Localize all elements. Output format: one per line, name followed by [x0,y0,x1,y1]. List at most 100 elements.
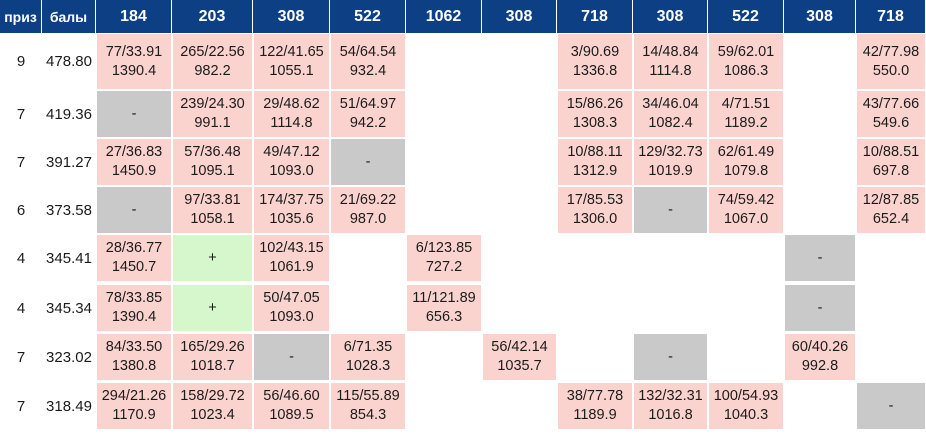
empty-mark-cell[interactable]: - [96,186,172,234]
score-points-value: 854.3 [349,407,387,423]
empty-mark-cell[interactable]: - [784,234,856,282]
score-rank-value: 15/86.26 [566,96,624,112]
row-prize: 7 [16,397,26,415]
score-rank-value: 6/123.85 [415,240,473,256]
score-cell[interactable]: 3/90.69 1336.8 [557,33,633,90]
score-points-value: 1055.1 [269,62,314,79]
score-cell[interactable]: 294/21.26 1170.9 [96,382,172,430]
score-rank-value: 59/62.01 [717,43,775,60]
score-points-value: 1023.4 [190,407,235,423]
score-rank-value: 49/47.12 [263,144,320,160]
score-cell[interactable]: 174/37.75 1035.6 [253,186,330,234]
score-points-value: 1308.3 [572,115,618,131]
score-cell[interactable]: 239/24.30 991.1 [172,90,253,138]
row-points: 345.41 [46,249,92,267]
score-cell[interactable]: 10/88.11 1312.9 [557,138,633,186]
row-points: 478.80 [46,53,92,70]
score-cell[interactable]: 6/71.35 1028.3 [330,333,406,381]
plus-cell[interactable]: + [172,234,253,282]
score-cell[interactable]: 6/123.85 727.2 [406,234,482,282]
score-rank-value: 29/48.62 [263,96,320,112]
score-cell[interactable]: 14/48.84 1114.8 [633,33,708,90]
score-points-value: 1093.0 [269,163,314,179]
header-column-3[interactable]: 308 [253,0,330,33]
empty-mark-cell[interactable]: - [330,138,406,186]
score-cell[interactable]: 11/121.89 656.3 [406,284,482,332]
score-cell[interactable]: 97/33.81 1058.1 [172,186,253,234]
header-column-2[interactable]: 203 [172,0,253,33]
score-cell[interactable]: 49/47.12 1093.0 [253,138,330,186]
header-column-1[interactable]: 184 [96,0,172,33]
empty-mark-cell[interactable]: - [253,333,330,381]
score-cell[interactable]: 10/88.51 697.8 [856,138,926,186]
score-cell[interactable]: 38/77.78 1189.9 [557,382,633,430]
empty-mark-cell[interactable]: - [633,333,708,381]
score-cell[interactable]: 100/54.93 1040.3 [708,382,784,430]
header-prize: приз [0,0,42,33]
score-cell[interactable]: 57/36.48 1095.1 [172,138,253,186]
score-cell[interactable]: 102/43.15 1061.9 [253,234,330,282]
score-points-value: 1312.9 [572,163,618,179]
score-cell[interactable]: 158/29.72 1023.4 [172,382,253,430]
score-cell[interactable]: 74/59.42 1067.0 [708,186,784,234]
score-cell[interactable]: 27/36.83 1450.9 [96,138,172,186]
header-column-6[interactable]: 308 [482,0,557,33]
empty-mark-cell[interactable]: - [784,284,856,332]
score-cell[interactable]: 84/33.50 1380.8 [96,333,172,381]
score-cell[interactable]: 56/42.14 1035.7 [482,333,557,381]
score-cell[interactable]: 129/32.73 1019.9 [633,138,708,186]
cell-mark: - [289,348,294,365]
score-cell[interactable]: 77/33.91 1390.4 [96,33,172,90]
score-cell[interactable]: 56/46.60 1089.5 [253,382,330,430]
score-cell[interactable]: 29/48.62 1114.8 [253,90,330,138]
score-cell[interactable]: 43/77.66 549.6 [856,90,926,138]
score-cell[interactable]: 51/64.97 942.2 [330,90,406,138]
score-points-value: 982.2 [194,62,231,79]
header-column-11[interactable]: 718 [856,0,926,33]
empty-mark-cell[interactable]: - [96,90,172,138]
score-rank-value: 74/59.42 [717,192,775,208]
score-cell[interactable]: 165/29.26 1018.7 [172,333,253,381]
score-rank-value: 34/46.04 [642,96,699,112]
score-cell[interactable]: 21/69.22 987.0 [330,186,406,234]
score-cell[interactable]: 59/62.01 1086.3 [708,33,784,90]
score-points-value: 656.3 [425,309,463,325]
score-rank-value: 27/36.83 [105,144,163,160]
row-prize: 4 [16,249,26,267]
score-points-value: 697.8 [872,163,910,179]
score-cell[interactable]: 265/22.56 982.2 [172,33,253,90]
score-points-value: 1018.7 [190,358,235,374]
header-column-10[interactable]: 308 [784,0,856,33]
score-cell[interactable]: 132/32.31 1016.8 [633,382,708,430]
score-cell[interactable]: 34/46.04 1082.4 [633,90,708,138]
score-cell[interactable]: 4/71.51 1189.2 [708,90,784,138]
score-cell[interactable]: 60/40.26 992.8 [784,333,856,381]
score-cell[interactable]: 78/33.85 1390.4 [96,284,172,332]
score-points-value: 1035.7 [497,358,542,374]
empty-mark-cell[interactable]: - [856,382,926,430]
score-rank-value: 14/48.84 [642,43,699,60]
score-cell[interactable]: 28/36.77 1450.7 [96,234,172,282]
score-cell[interactable]: 17/85.53 1306.0 [557,186,633,234]
score-cell[interactable]: 54/64.54 932.4 [330,33,406,90]
score-cell[interactable]: 122/41.65 1055.1 [253,33,330,90]
header-column-9[interactable]: 522 [708,0,784,33]
header-column-8[interactable]: 308 [633,0,708,33]
score-cell[interactable]: 50/47.05 1093.0 [253,284,330,332]
header-column-7[interactable]: 718 [557,0,633,33]
plus-cell[interactable]: + [172,284,253,332]
score-cell[interactable]: 15/86.26 1308.3 [557,90,633,138]
score-rank-value: 17/85.53 [566,192,624,208]
score-points-value: 1450.7 [111,259,157,275]
header-column-4[interactable]: 522 [330,0,406,33]
score-points-value: 1114.8 [649,62,692,79]
score-cell[interactable]: 115/55.89 854.3 [330,382,406,430]
score-cell[interactable]: 12/87.85 652.4 [856,186,926,234]
empty-mark-cell[interactable]: - [633,186,708,234]
score-cell[interactable]: 42/77.98 550.0 [856,33,926,90]
score-rank-value: 10/88.51 [862,144,920,160]
header-column-5[interactable]: 1062 [406,0,482,33]
score-cell[interactable]: 62/61.49 1079.8 [708,138,784,186]
score-points-value: 1336.8 [572,62,618,79]
score-points-value: 1170.9 [112,407,156,423]
